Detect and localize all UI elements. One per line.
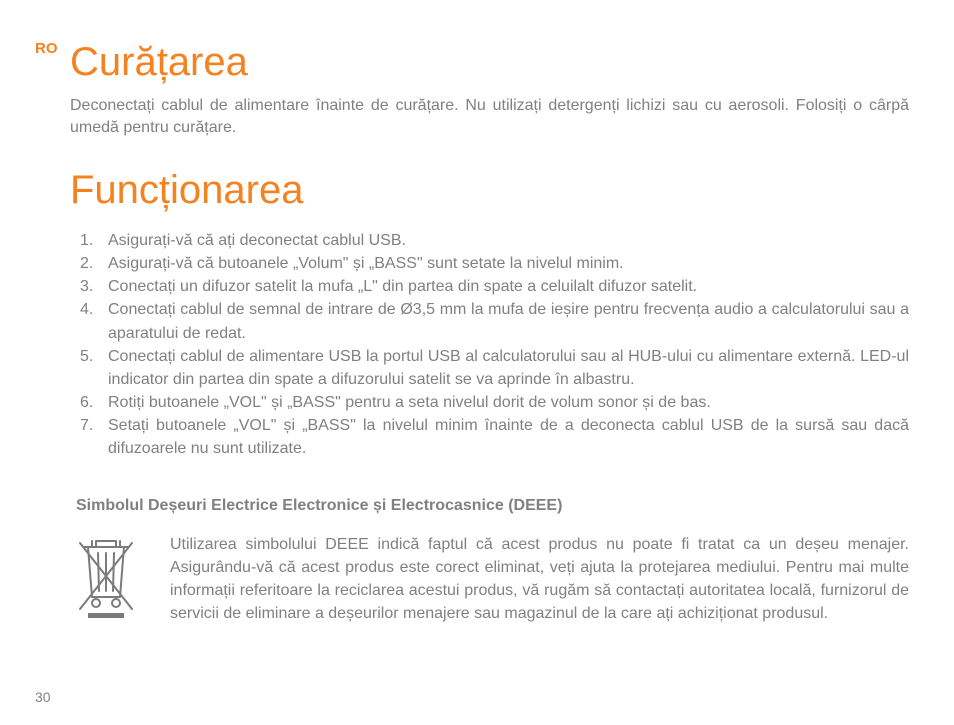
heading-cleaning: Curățarea: [70, 40, 909, 85]
page-number: 30: [35, 689, 51, 705]
list-item: Conectați cablul de semnal de intrare de…: [70, 298, 909, 344]
weee-block: Utilizarea simbolului DEEE indică faptul…: [70, 533, 909, 626]
weee-bin-crossed-icon: [70, 533, 142, 621]
language-tag: RO: [35, 40, 58, 57]
list-item: Asigurați-vă că butoanele „Volum" și „BA…: [70, 252, 909, 275]
list-item: Asigurați-vă că ați deconectat cablul US…: [70, 229, 909, 252]
list-item: Rotiți butoanele „VOL" și „BASS" pentru …: [70, 391, 909, 414]
weee-subhead: Simbolul Deșeuri Electrice Electronice ș…: [70, 497, 909, 515]
list-item: Setați butoanele „VOL" și „BASS" la nive…: [70, 414, 909, 460]
weee-paragraph: Utilizarea simbolului DEEE indică faptul…: [170, 533, 909, 626]
operation-list: Asigurați-vă că ați deconectat cablul US…: [70, 229, 909, 461]
heading-operation: Funcționarea: [70, 168, 909, 213]
list-item: Conectați un difuzor satelit la mufa „L"…: [70, 275, 909, 298]
cleaning-paragraph: Deconectați cablul de alimentare înainte…: [70, 95, 909, 140]
list-item: Conectați cablul de alimentare USB la po…: [70, 345, 909, 391]
